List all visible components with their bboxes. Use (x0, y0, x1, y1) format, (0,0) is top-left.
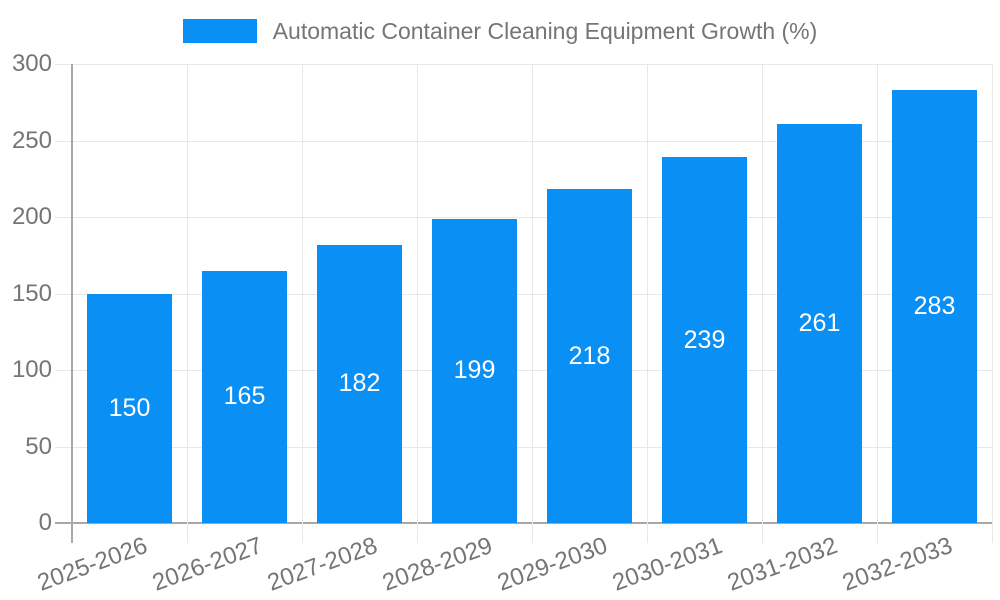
x-axis-tick-label: 2028-2029 (378, 532, 496, 597)
bar-2031-2032: 261 (777, 123, 862, 523)
gridline-vertical (417, 64, 418, 543)
bar-2025-2026: 150 (87, 293, 172, 523)
gridline-vertical (532, 64, 533, 543)
x-axis-tick-label: 2025-2026 (33, 532, 151, 597)
bar-2027-2028: 182 (317, 244, 402, 523)
y-axis-tick-label: 300 (11, 50, 52, 77)
bar-2030-2031: 239 (662, 157, 747, 523)
bar-value-label: 165 (223, 382, 266, 411)
bar-value-label: 150 (108, 393, 151, 422)
y-axis-tick-label: 200 (11, 203, 52, 230)
y-axis-line (71, 64, 73, 543)
bar-value-label: 182 (338, 369, 381, 398)
y-axis-tick-label: 150 (11, 279, 52, 307)
bar-2029-2030: 218 (547, 189, 632, 523)
x-axis-tick-label: 2031-2032 (723, 532, 841, 597)
x-axis-tick-label: 2026-2027 (148, 532, 266, 597)
x-axis-tick-label: 2030-2031 (608, 532, 726, 597)
bar-value-label: 261 (798, 308, 841, 337)
y-axis-tick-label: 100 (11, 356, 52, 383)
bar-2026-2027: 165 (202, 270, 287, 523)
bar-2032-2033: 283 (892, 90, 977, 523)
bar-value-label: 199 (453, 356, 496, 385)
y-axis-tick-label: 250 (11, 126, 52, 154)
x-axis-tick-label: 2029-2030 (493, 532, 611, 597)
gridline-vertical (762, 64, 763, 543)
bar-value-label: 239 (683, 325, 726, 354)
y-axis-tick-label: 50 (25, 432, 52, 460)
gridline-vertical (187, 64, 188, 543)
gridline-horizontal (55, 64, 992, 65)
bar-value-label: 218 (568, 341, 611, 370)
bar-2028-2029: 199 (432, 218, 517, 523)
gridline-vertical (302, 64, 303, 543)
legend-swatch (182, 19, 257, 43)
x-axis-tick-label: 2027-2028 (263, 532, 381, 597)
gridline-vertical (647, 64, 648, 543)
plot-area: 150 165 182 199 218 239 261 283 (55, 64, 993, 543)
gridline-vertical (992, 64, 993, 543)
legend-item[interactable]: Automatic Container Cleaning Equipment G… (0, 14, 1000, 48)
gridline-vertical (877, 64, 878, 543)
y-axis-tick-label: 0 (38, 509, 52, 536)
bar-value-label: 283 (913, 292, 956, 320)
x-axis-tick-label: 2032-2033 (838, 532, 956, 597)
legend-label: Automatic Container Cleaning Equipment G… (272, 17, 818, 44)
